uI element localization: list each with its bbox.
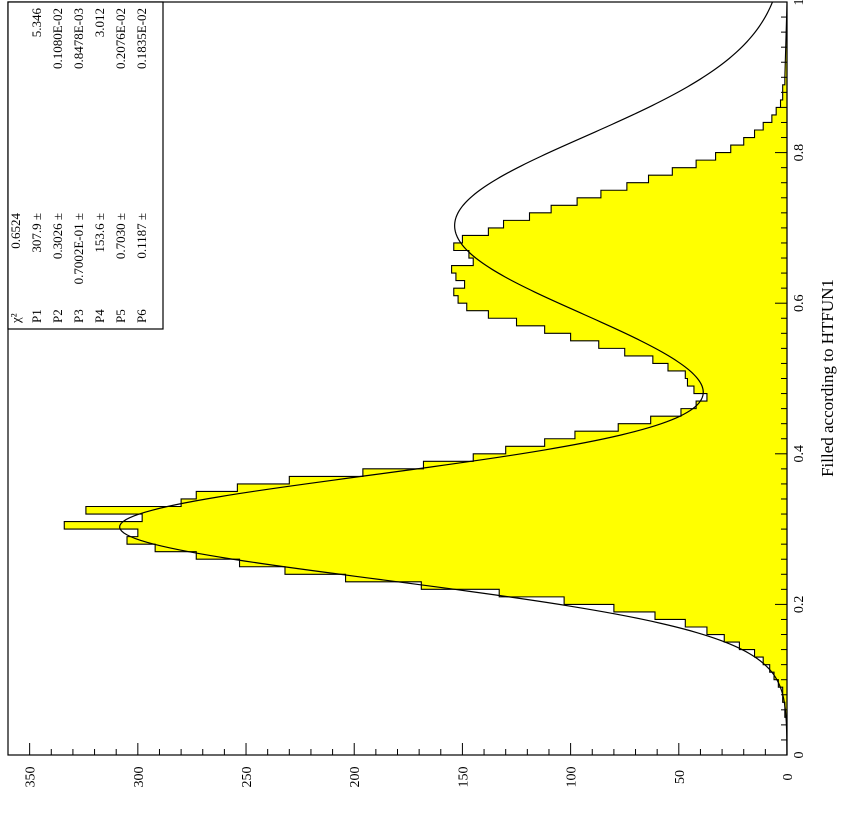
x-tick-label: 0.6	[792, 294, 807, 312]
stats-label: χ²	[8, 313, 23, 324]
stats-label: P4	[92, 309, 107, 323]
stats-value: 307.9 ±	[29, 213, 44, 253]
x-tick-label: 1	[792, 0, 807, 6]
stats-value: 0.7030 ±	[113, 213, 128, 259]
fit-curve	[119, 1, 788, 756]
histogram-outline	[63, 1, 788, 755]
fit-stats-box: χ² 0.6524 P1 307.9 ± 5.346 P2 0.3026 ± 0.1080E-…	[7, 1, 164, 330]
x-tick-label: 0	[792, 752, 807, 759]
stats-error: 0.1835E-02	[134, 8, 149, 69]
stats-value: 153.6 ±	[92, 213, 107, 253]
stats-error: 0.8478E-03	[71, 8, 86, 69]
stats-label: P6	[134, 309, 149, 323]
stats-error: 0.2076E-02	[113, 8, 128, 69]
stats-label: P1	[29, 309, 44, 323]
histogram-outline-layer	[63, 1, 788, 755]
stats-value: 0.7002E-01 ±	[71, 213, 86, 284]
histogram-fill	[64, 2, 787, 755]
y-tick-label: 50	[673, 770, 688, 784]
stats-error: 3.012	[92, 8, 107, 37]
y-tick-label: 0	[781, 774, 796, 781]
y-tick-label: 300	[132, 767, 147, 788]
stats-label: P2	[50, 309, 65, 323]
stats-value: 0.1187 ±	[134, 213, 149, 259]
stats-error: 5.346	[29, 8, 44, 38]
stats-label: P3	[71, 309, 86, 323]
axes: 0 0.2 0.4 0.6 0.8 1 0 50 100 150 200 250 300 350	[7, 0, 807, 788]
y-tick-label: 150	[456, 767, 471, 788]
x-tick-label: 0.2	[792, 596, 807, 614]
stats-value: 0.6524	[8, 213, 23, 249]
x-tick-label: 0.4	[792, 445, 807, 463]
stats-label: P5	[113, 309, 128, 323]
x-axis-label: Filled according to HTFUN1	[818, 279, 837, 477]
x-tick-label: 0.8	[792, 144, 807, 162]
stats-value: 0.3026 ±	[50, 213, 65, 259]
y-tick-label: 350	[24, 767, 39, 788]
y-tick-label: 100	[565, 767, 580, 788]
histogram-fill-layer	[64, 2, 787, 755]
fit-curve-layer	[119, 1, 788, 756]
y-tick-label: 250	[240, 767, 255, 788]
y-tick-label: 200	[348, 767, 363, 788]
stats-error: 0.1080E-02	[50, 8, 65, 69]
